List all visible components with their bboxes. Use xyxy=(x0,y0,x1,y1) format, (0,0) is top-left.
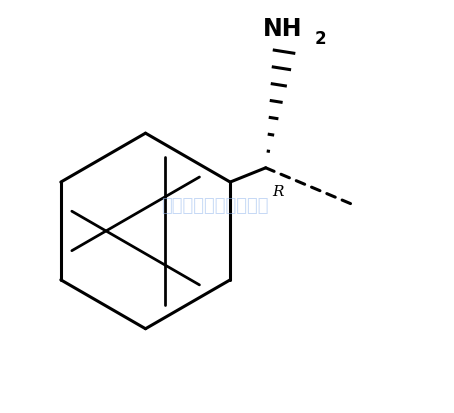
Text: NH: NH xyxy=(263,17,302,41)
Text: R: R xyxy=(272,185,284,199)
Text: 2: 2 xyxy=(315,31,326,48)
Text: 签维克奇生物科技有限: 签维克奇生物科技有限 xyxy=(161,197,268,216)
